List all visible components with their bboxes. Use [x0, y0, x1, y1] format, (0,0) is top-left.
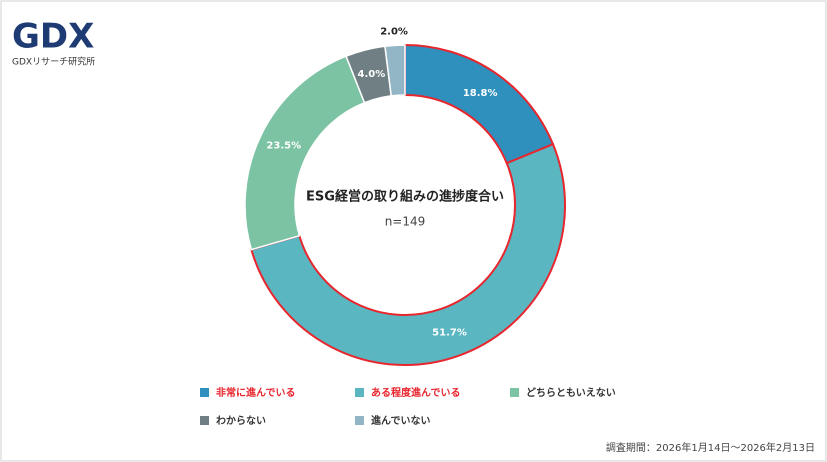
legend-swatch — [200, 388, 209, 397]
legend-swatch — [355, 416, 364, 425]
legend-label: どちらともいえない — [526, 386, 616, 399]
chart-subtitle: n=149 — [385, 215, 426, 229]
legend-label: ある程度進んでいる — [371, 386, 461, 399]
slice — [384, 44, 406, 97]
legend-swatch — [355, 388, 364, 397]
legend-label: わからない — [216, 415, 266, 427]
slice — [250, 142, 566, 366]
legend-label: 非常に進んでいる — [216, 386, 296, 399]
data-label: 4.0% — [358, 69, 386, 80]
footnote: 調査期間：2026年1月14日～2026年2月13日 — [606, 441, 815, 454]
legend-swatch — [510, 388, 519, 397]
legend-swatch — [200, 416, 209, 425]
chart-title: ESG経営の取り組みの進捗度合い — [306, 189, 504, 205]
data-label: 23.5% — [266, 141, 301, 152]
brand-name: GDXリサーチ研究所 — [12, 56, 95, 68]
data-label: 51.7% — [432, 327, 467, 338]
data-label: 2.0% — [380, 26, 408, 37]
legend-label: 進んでいない — [371, 414, 431, 427]
data-label: 18.8% — [463, 88, 498, 99]
logo: GDX — [12, 17, 94, 57]
